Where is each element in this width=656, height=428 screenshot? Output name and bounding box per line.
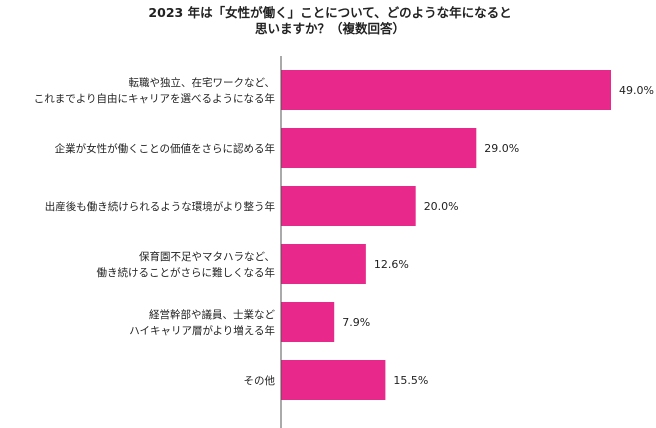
category-label-6-line-1: その他 <box>244 374 276 387</box>
category-label-3-line-1: 出産後も働き続けられるような環境がより整う年 <box>45 200 275 213</box>
category-label-5-line-2: ハイキャリア層がより増える年 <box>129 324 275 337</box>
category-label-4-line-2: 働き続けることがさらに難しくなる年 <box>97 266 276 279</box>
bar-3 <box>281 186 416 226</box>
value-label-6: 15.5% <box>393 374 428 387</box>
value-label-2: 29.0% <box>484 142 519 155</box>
value-label-5: 7.9% <box>342 316 370 329</box>
value-label-1: 49.0% <box>619 84 654 97</box>
category-label-1-line-2: これまでより自由にキャリアを選べるようになる年 <box>34 92 275 105</box>
bar-5 <box>281 302 335 342</box>
value-label-4: 12.6% <box>374 258 409 271</box>
bars-group: 49.0% 転職や独立、在宅ワークなど、これまでより自由にキャリアを選べるようにな… <box>34 70 654 400</box>
category-label-2-line-1: 企業が女性が働くことの価値をさらに認める年 <box>55 142 275 155</box>
category-label-4-line-1: 保育園不足やマタハラなど、 <box>139 250 275 263</box>
bar-6 <box>281 360 386 400</box>
bar-1 <box>281 70 611 110</box>
chart-title-line-2: 思いますか？（複数回答） <box>255 21 405 36</box>
chart-title-line-1: 2023 年は「女性が働く」ことについて、どのような年になると <box>148 5 511 20</box>
value-label-3: 20.0% <box>424 200 459 213</box>
category-label-1-line-1: 転職や独立、在宅ワークなど、 <box>129 76 275 89</box>
bar-2 <box>281 128 477 168</box>
bar-4 <box>281 244 366 284</box>
category-label-5-line-1: 経営幹部や議員、士業など <box>149 308 275 321</box>
